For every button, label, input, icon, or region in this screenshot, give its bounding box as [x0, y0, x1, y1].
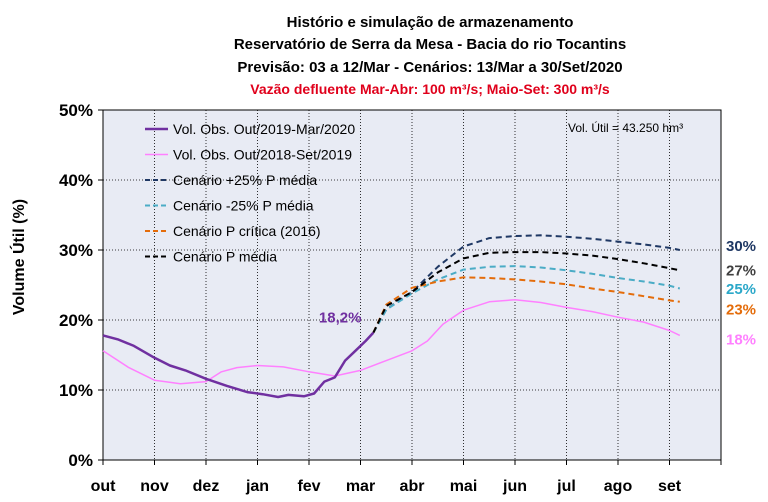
end-value-label: 27% — [726, 262, 756, 279]
series-line — [372, 276, 680, 334]
annotation-label: 18,2% — [319, 310, 362, 327]
y-tick-label: 30% — [59, 241, 93, 260]
x-tick-label: fev — [297, 478, 320, 495]
volume-note: Vol. Útil = 43.250 hm³ — [568, 120, 683, 135]
y-tick-label: 50% — [59, 101, 93, 120]
y-tick-label: 0% — [68, 451, 93, 470]
chart-title-line-2: Reservatório de Serra da Mesa - Bacia do… — [234, 36, 626, 53]
legend-label: Cenário P crítica (2016) — [173, 223, 321, 239]
end-labels: 30% 27% 25% 23% 18% — [726, 238, 756, 349]
legend-label: Vol. Obs. Out/2019-Mar/2020 — [173, 121, 355, 137]
x-tick-label: dez — [193, 478, 220, 495]
x-tick-label: nov — [140, 478, 169, 495]
end-value-label: 30% — [726, 238, 756, 255]
y-tick-label: 10% — [59, 381, 93, 400]
y-tick-label: 40% — [59, 171, 93, 190]
x-tick-label: mai — [450, 478, 478, 495]
end-value-label: 25% — [726, 281, 756, 298]
x-axis: out nov dez jan fev mar abr mai jun jul ago set — [91, 460, 722, 495]
chart-title-line-3: Previsão: 03 a 12/Mar - Cenários: 13/Mar… — [237, 59, 622, 76]
chart-title-line-1: Histório e simulação de armazenamento — [287, 14, 574, 31]
end-value-label: 18% — [726, 332, 756, 349]
x-tick-label: mar — [346, 478, 375, 495]
x-tick-label: abr — [400, 478, 425, 495]
series-group — [102, 234, 681, 399]
series-line — [372, 251, 680, 334]
legend: Vol. Obs. Out/2019-Mar/2020 Vol. Obs. Out… — [145, 121, 355, 265]
chart-subtitle: Vazão defluente Mar-Abr: 100 m³/s; Maio-… — [250, 81, 610, 97]
legend-label: Cenário +25% P média — [173, 172, 317, 188]
series-line — [102, 331, 375, 399]
legend-label: Vol. Obs. Out/2018-Set/2019 — [173, 147, 352, 163]
x-tick-label: jul — [556, 478, 576, 495]
x-tick-label: out — [91, 478, 117, 495]
x-tick-label: ago — [604, 478, 633, 495]
chart-titles: Histório e simulação de armazenamento Re… — [234, 14, 626, 97]
legend-label: Cenário P média — [173, 249, 277, 265]
y-tick-label: 20% — [59, 311, 93, 330]
x-tick-label: set — [658, 478, 682, 495]
y-axis: 0% 10% 20% 30% 40% 50% — [59, 101, 103, 470]
series-line — [372, 265, 681, 334]
legend-label: Cenário -25% P média — [173, 198, 314, 214]
x-tick-label: jan — [245, 478, 269, 495]
y-axis-label: Volume Útil (%) — [9, 199, 28, 315]
end-value-label: 23% — [726, 302, 756, 319]
x-tick-label: jun — [502, 478, 527, 495]
